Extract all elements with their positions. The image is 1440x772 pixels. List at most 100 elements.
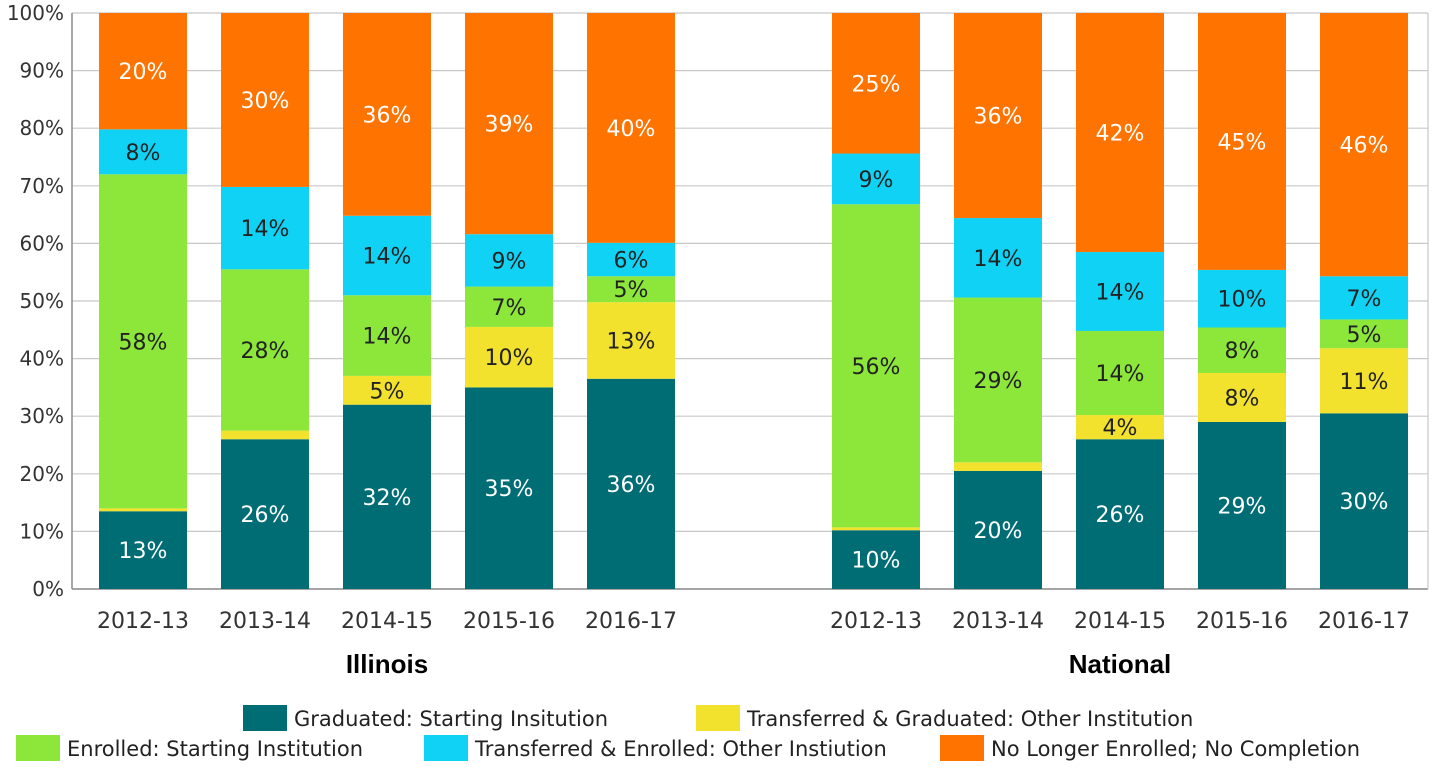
data-label: 7%: [1347, 287, 1382, 312]
y-tick-label: 30%: [20, 404, 64, 428]
y-tick-label: 60%: [20, 231, 64, 255]
legend-swatch: [243, 705, 287, 731]
legend-swatch: [696, 705, 740, 731]
x-tick-label: 2016-17: [585, 609, 677, 634]
data-label: 26%: [1096, 503, 1145, 528]
bar-segment: [954, 297, 1042, 463]
bar-segment: [221, 269, 309, 431]
x-tick-label: 2014-15: [341, 609, 433, 634]
bar-segment: [832, 13, 920, 154]
bar-segment: [832, 153, 920, 205]
bar-segment: [587, 242, 675, 277]
data-label: 20%: [974, 519, 1023, 544]
data-label: 4%: [1103, 416, 1138, 441]
data-label: 25%: [852, 72, 901, 97]
data-label: 46%: [1340, 134, 1389, 159]
data-label: 42%: [1096, 122, 1145, 147]
data-label: 14%: [974, 247, 1023, 272]
legend-label: No Longer Enrolled; No Completion: [991, 737, 1360, 761]
bar-segment: [954, 218, 1042, 298]
data-label: 20%: [119, 60, 168, 85]
data-label: 5%: [370, 379, 405, 404]
y-tick-label: 90%: [20, 59, 64, 83]
data-label: 7%: [492, 296, 527, 321]
bar-segment: [587, 302, 675, 379]
data-label: 5%: [1347, 323, 1382, 348]
bar-segment: [221, 186, 309, 270]
x-tick-label: 2013-14: [952, 609, 1044, 634]
x-tick-label: 2013-14: [219, 609, 311, 634]
group-label: National: [1069, 649, 1172, 679]
x-tick-label: 2012-13: [830, 609, 922, 634]
bar-segment: [465, 326, 553, 388]
data-label: 8%: [1225, 339, 1260, 364]
data-label: 13%: [607, 329, 656, 354]
x-tick-label: 2015-16: [463, 609, 555, 634]
y-tick-label: 20%: [20, 462, 64, 486]
bar-segment: [1320, 13, 1408, 277]
bar-segment: [343, 375, 431, 405]
data-label: 11%: [1340, 370, 1389, 395]
group-label: Illinois: [346, 649, 428, 679]
bar-segment: [465, 13, 553, 235]
bar-segment: [99, 13, 187, 130]
bar-segment: [99, 511, 187, 589]
legend-label: Transferred & Enrolled: Other Instiution: [474, 737, 887, 761]
data-label: 10%: [485, 346, 534, 371]
data-label: 14%: [363, 244, 412, 269]
bar-segment: [1076, 13, 1164, 253]
bar-segment: [954, 462, 1042, 471]
data-label: 45%: [1218, 130, 1267, 155]
data-label: 10%: [1218, 288, 1267, 313]
bar-segment: [1076, 252, 1164, 331]
bar-segment: [99, 508, 187, 512]
bar-segment: [954, 13, 1042, 219]
bar-segment: [343, 215, 431, 296]
bar-segment: [1198, 373, 1286, 422]
data-label: 14%: [241, 217, 290, 242]
data-label: 56%: [852, 355, 901, 380]
bar-segment: [465, 234, 553, 287]
data-label: 58%: [119, 330, 168, 355]
data-label: 14%: [1096, 362, 1145, 387]
bar-segment: [832, 527, 920, 531]
data-label: 6%: [614, 249, 649, 274]
legend-swatch: [940, 735, 984, 761]
bar-segment: [1320, 413, 1408, 589]
data-label: 30%: [241, 89, 290, 114]
bar-segment: [1076, 439, 1164, 589]
x-tick-label: 2016-17: [1318, 609, 1410, 634]
x-tick-label: 2012-13: [97, 609, 189, 634]
y-tick-label: 0%: [32, 577, 64, 601]
bar-segment: [1076, 415, 1164, 440]
legend-label: Transferred & Graduated: Other Instituti…: [746, 707, 1193, 731]
bar-segment: [1320, 348, 1408, 414]
data-label: 9%: [859, 168, 894, 193]
data-label: 28%: [241, 339, 290, 364]
y-tick-label: 80%: [20, 116, 64, 140]
bar-segment: [465, 286, 553, 327]
data-label: 35%: [485, 477, 534, 502]
bar-segment: [1198, 421, 1286, 589]
data-label: 8%: [126, 141, 161, 166]
data-label: 14%: [363, 325, 412, 350]
legend-label: Graduated: Starting Insitution: [294, 707, 608, 731]
bar-segment: [587, 13, 675, 243]
bar-segment: [1076, 330, 1164, 416]
data-label: 5%: [614, 278, 649, 303]
data-label: 40%: [607, 117, 656, 142]
legend-swatch: [16, 735, 60, 761]
data-label: 8%: [1225, 386, 1260, 411]
bar-segment: [99, 174, 187, 509]
bar-segment: [343, 295, 431, 376]
data-label: 26%: [241, 503, 290, 528]
data-label: 36%: [974, 105, 1023, 130]
y-tick-label: 100%: [7, 1, 64, 25]
bar-segment: [343, 13, 431, 216]
data-label: 14%: [1096, 280, 1145, 305]
data-label: 36%: [363, 103, 412, 128]
bar-segment: [832, 530, 920, 589]
bar-segment: [1320, 276, 1408, 320]
legend-label: Enrolled: Starting Institution: [67, 737, 363, 761]
bar-segment: [221, 439, 309, 589]
